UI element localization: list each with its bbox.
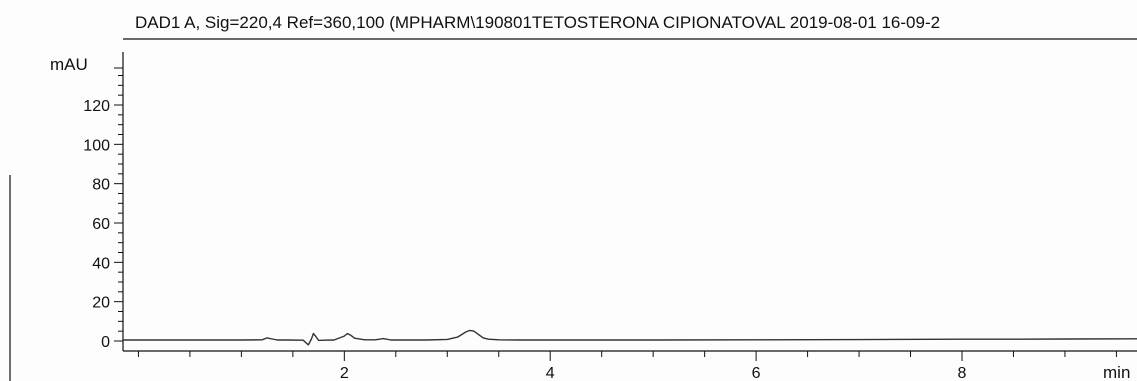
y-tick-label: 0 <box>101 334 110 351</box>
x-tick-label: 2 <box>340 365 349 381</box>
series-layer <box>123 329 1137 346</box>
x-tick-label: 6 <box>752 365 761 381</box>
x-axis-label: min <box>1103 363 1130 381</box>
y-axis-label: mAU <box>50 55 88 74</box>
x-tick-label: 8 <box>958 365 967 381</box>
y-tick-label: 100 <box>83 137 110 154</box>
y-tick-label: 120 <box>83 98 110 115</box>
plot-frame <box>9 38 1137 381</box>
y-tick-label: 40 <box>92 255 110 272</box>
y-tick-label: 20 <box>92 295 110 312</box>
y-tick-label: 80 <box>92 177 110 194</box>
x-axis-ticks: 2 4 6 8 <box>137 351 1117 381</box>
chromatogram-trace-0 <box>123 329 1137 346</box>
y-tick-label: 60 <box>92 216 110 233</box>
chart-title: DAD1 A, Sig=220,4 Ref=360,100 (MPHARM\19… <box>135 13 940 32</box>
x-tick-label: 4 <box>546 365 555 381</box>
y-axis-ticks: 0 20 40 60 80 100 120 <box>83 67 123 351</box>
